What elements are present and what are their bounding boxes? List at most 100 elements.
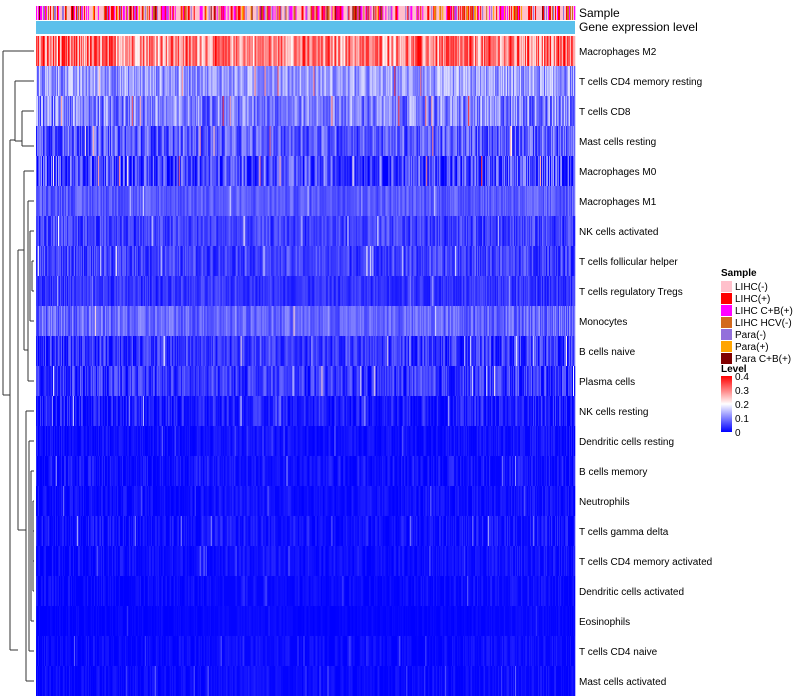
heatmap-cell <box>478 66 480 96</box>
heatmap-cell <box>119 96 122 126</box>
heatmap-cell <box>346 156 348 186</box>
heatmap-cell <box>89 96 92 126</box>
heatmap-cell <box>155 126 158 156</box>
heatmap-cell <box>144 156 147 186</box>
heatmap-cell <box>128 96 131 126</box>
heatmap-cell <box>213 246 215 276</box>
heatmap-cell <box>65 36 68 66</box>
sample-annotation-cell <box>536 6 538 20</box>
heatmap-cell <box>351 96 353 126</box>
heatmap-cell <box>370 216 372 246</box>
heatmap-cell <box>278 36 280 66</box>
heatmap-cell <box>525 66 527 96</box>
heatmap-cell <box>190 246 193 276</box>
heatmap-cell <box>124 186 127 216</box>
heatmap-cell <box>335 66 337 96</box>
heatmap-cell <box>394 156 396 186</box>
heatmap-cell <box>296 96 298 126</box>
heatmap-cell <box>291 96 293 126</box>
heatmap-cell <box>420 96 422 126</box>
heatmap-cell <box>176 246 179 276</box>
heatmap-cell <box>143 156 146 186</box>
heatmap-cell <box>441 156 443 186</box>
heatmap-cell <box>324 216 326 246</box>
heatmap-cell <box>295 36 297 66</box>
heatmap-cell <box>286 246 288 276</box>
heatmap-cell <box>147 126 150 156</box>
sample-annotation-cell <box>539 6 541 20</box>
heatmap-cell <box>511 126 513 156</box>
heatmap-cell <box>327 66 329 96</box>
heatmap-cell <box>48 276 51 306</box>
heatmap-cell <box>560 66 562 96</box>
heatmap-cell <box>458 246 460 276</box>
heatmap-cell <box>497 216 499 246</box>
heatmap-cell <box>319 66 321 96</box>
heatmap-cell <box>181 216 184 246</box>
heatmap-cell <box>273 126 275 156</box>
heatmap-cell <box>301 156 303 186</box>
heatmap-cell <box>81 186 84 216</box>
sample-annotation-cell <box>239 6 241 20</box>
heatmap-cell <box>323 186 325 216</box>
heatmap-cell <box>112 216 115 246</box>
heatmap-cell <box>409 156 411 186</box>
heatmap-cell <box>179 96 182 126</box>
heatmap-cell <box>274 186 276 216</box>
heatmap-cell <box>324 186 326 216</box>
heatmap-cell <box>119 36 122 66</box>
heatmap-cell <box>514 186 516 216</box>
heatmap-cell <box>397 126 399 156</box>
heatmap-cell <box>343 126 345 156</box>
heatmap-cell <box>217 36 219 66</box>
heatmap-cell <box>79 186 82 216</box>
heatmap-cell <box>45 36 48 66</box>
heatmap-cell <box>556 126 558 156</box>
heatmap-cell <box>125 36 128 66</box>
sample-annotation-cell <box>530 6 532 20</box>
heatmap-cell <box>62 156 65 186</box>
heatmap-cell <box>537 126 539 156</box>
heatmap-cell <box>208 216 210 246</box>
heatmap-cell <box>122 66 125 96</box>
heatmap-cell <box>499 216 501 246</box>
heatmap-cell <box>175 96 178 126</box>
heatmap-cell <box>561 246 563 276</box>
heatmap-cell <box>66 156 69 186</box>
heatmap-cell <box>516 66 518 96</box>
heatmap-cell <box>242 36 244 66</box>
heatmap-cell <box>432 66 434 96</box>
heatmap-cell <box>399 66 401 96</box>
heatmap-cell <box>221 126 223 156</box>
heatmap-cell <box>142 126 145 156</box>
heatmap-cell <box>55 66 58 96</box>
sample-annotation-cell <box>305 6 307 20</box>
heatmap-cell <box>277 186 279 216</box>
heatmap-cell <box>127 156 130 186</box>
heatmap-cell <box>342 36 344 66</box>
heatmap-cell <box>479 96 481 126</box>
heatmap-cell <box>335 246 337 276</box>
heatmap-cell <box>476 36 478 66</box>
heatmap-cell <box>485 186 487 216</box>
heatmap-cell <box>378 216 380 246</box>
heatmap-cell <box>64 216 67 246</box>
heatmap-cell <box>465 96 467 126</box>
heatmap-cell <box>69 96 72 126</box>
heatmap-cell <box>42 156 45 186</box>
heatmap-cell <box>353 96 355 126</box>
heatmap-cell <box>152 126 155 156</box>
heatmap-cell <box>286 36 288 66</box>
heatmap-cell <box>332 156 334 186</box>
sample-annotation-cell <box>123 6 126 20</box>
heatmap-cell <box>60 216 63 246</box>
sample-annotation-cell <box>148 6 151 20</box>
heatmap-cell <box>396 96 398 126</box>
heatmap-cell <box>269 186 271 216</box>
heatmap-cell <box>397 66 399 96</box>
heatmap-cell <box>571 66 573 96</box>
sample-annotation-cell <box>480 6 482 20</box>
heatmap-cell <box>401 66 403 96</box>
heatmap-cell <box>67 126 70 156</box>
heatmap-cell <box>100 246 103 276</box>
